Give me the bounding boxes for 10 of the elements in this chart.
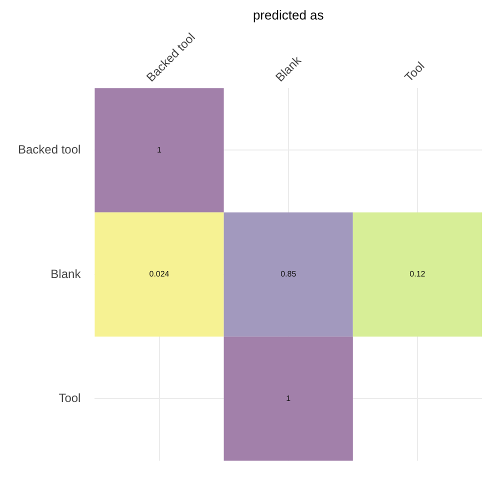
- data-label: 0.12: [410, 270, 426, 279]
- data-label: 0.024: [149, 270, 170, 279]
- y-tick-label: Backed tool: [18, 142, 81, 157]
- x-axis-title: predicted as: [252, 7, 324, 22]
- y-tick-label: Blank: [50, 266, 82, 281]
- data-label: 1: [157, 145, 162, 154]
- x-tick-label: Tool: [402, 59, 428, 84]
- data-label: 0.85: [280, 270, 297, 279]
- y-tick-label: Tool: [58, 391, 81, 405]
- data-label: 1: [286, 394, 292, 403]
